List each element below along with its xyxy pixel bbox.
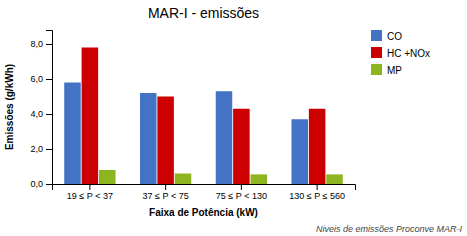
tick: 2,0: [30, 144, 52, 154]
tick-label: 4,0: [30, 109, 43, 119]
tick-mark: [46, 114, 52, 115]
bar: [175, 174, 192, 185]
tick-mark: [46, 184, 52, 185]
tick-mark: [46, 79, 52, 80]
bar: [157, 97, 174, 185]
bar: [99, 170, 116, 184]
tick-label: 19 ≤ P < 37: [67, 191, 113, 201]
legend-item: CO: [371, 30, 402, 42]
tick-mark: [46, 149, 52, 150]
bar: [309, 109, 326, 184]
tick-mark: [89, 184, 90, 190]
legend-label: CO: [387, 31, 402, 42]
tick-label: 130 ≤ P ≤ 560: [289, 191, 345, 201]
legend-swatch: [371, 30, 382, 41]
bar: [82, 48, 99, 185]
tick: 75 ≤ P < 130: [216, 184, 267, 201]
bar: [233, 109, 250, 184]
legend-label: MP: [387, 65, 402, 76]
bar-series: [82, 48, 326, 185]
bar-series: [99, 170, 343, 184]
bar-series: [64, 83, 308, 185]
axis-domain: [53, 185, 356, 191]
legend-swatch: [371, 64, 382, 75]
tick: 0,0: [30, 179, 52, 189]
tick-label: 75 ≤ P < 130: [216, 191, 267, 201]
tick-label: 6,0: [30, 74, 43, 84]
tick: 4,0: [30, 109, 52, 119]
legend-item: MP: [371, 64, 402, 76]
y-axis: 0,0 2,0 4,0 6,0 8,0: [30, 31, 52, 190]
bar: [140, 93, 157, 184]
tick-label: 8,0: [30, 39, 43, 49]
tick: 19 ≤ P < 37: [67, 184, 113, 201]
tick-mark: [165, 184, 166, 190]
tick-mark: [241, 184, 242, 190]
x-axis: 19 ≤ P < 37 37 ≤ P < 75 75 ≤ P < 130 130 ≤ …: [53, 184, 356, 201]
bar: [64, 83, 81, 185]
chart: 0,0 2,0 4,0 6,0 8,0 19 ≤ P < 37 37 ≤ P < 75 75 …: [0, 0, 467, 236]
tick: 130 ≤ P ≤ 560: [289, 184, 345, 201]
bars: [64, 48, 343, 185]
tick: 8,0: [30, 39, 52, 49]
tick-mark: [317, 184, 318, 190]
tick-label: 37 ≤ P < 75: [143, 191, 189, 201]
legend-label: HC +NOx: [387, 48, 430, 59]
bar: [216, 91, 233, 184]
legend: CO HC +NOx MP: [371, 30, 430, 76]
y-axis-label: Emissões (g/kWh): [4, 64, 15, 150]
bar: [326, 174, 343, 184]
legend-swatch: [371, 47, 382, 58]
annotation: Niveis de emissões Proconve MAR-I: [316, 224, 463, 234]
tick-label: 0,0: [30, 179, 43, 189]
x-axis-label: Faixa de Potência (kW): [149, 207, 258, 218]
bar: [291, 119, 308, 184]
title: MAR-I - emissões: [148, 5, 259, 21]
legend-item: HC +NOx: [371, 47, 430, 59]
tick-label: 2,0: [30, 144, 43, 154]
tick: 37 ≤ P < 75: [143, 184, 189, 201]
tick-mark: [46, 44, 52, 45]
axis-domain: [46, 31, 53, 185]
bar: [251, 174, 268, 184]
tick: 6,0: [30, 74, 52, 84]
plot-area: 0,0 2,0 4,0 6,0 8,0 19 ≤ P < 37 37 ≤ P < 75 75 …: [30, 31, 355, 202]
